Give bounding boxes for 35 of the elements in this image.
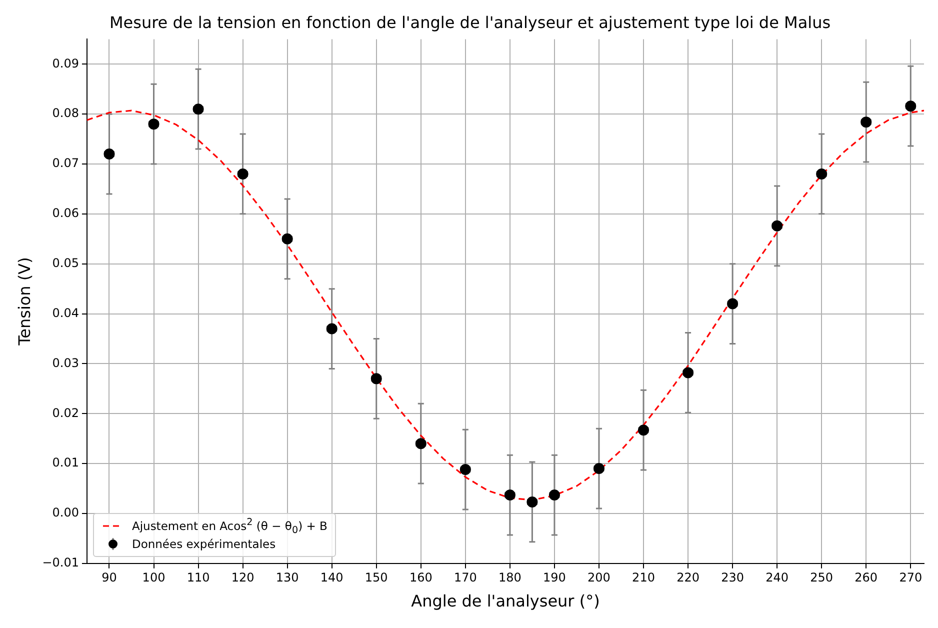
y-tick-label: 0.01 bbox=[52, 456, 79, 470]
x-tick-label: 150 bbox=[364, 570, 388, 585]
x-tick-label: 220 bbox=[676, 570, 700, 585]
x-tick-label: 200 bbox=[588, 570, 610, 585]
x-tick-label: 90 bbox=[102, 570, 117, 585]
x-tick-label: 210 bbox=[632, 570, 655, 585]
x-tick-label: 140 bbox=[320, 570, 344, 585]
y-tick-label: 0.09 bbox=[52, 56, 79, 70]
y-tick-label: 0.00 bbox=[52, 506, 79, 520]
y-axis-title: Tension (V) bbox=[14, 257, 34, 346]
x-tick-label: 260 bbox=[854, 570, 878, 585]
x-tick-label: 130 bbox=[276, 570, 299, 585]
x-tick-label: 270 bbox=[899, 570, 922, 585]
legend-label: Données expérimentales bbox=[132, 537, 276, 552]
y-tick-label: 0.08 bbox=[52, 106, 79, 120]
x-tick-label: 250 bbox=[810, 570, 834, 585]
chart-title: Mesure de la tension en fonction de l'angle de l'analyseur et ajustement type loi de Malus bbox=[109, 12, 831, 32]
legend-label: Ajustement en Acos$^{2}$ (θ − θ$_{0}$) + B bbox=[132, 516, 328, 536]
y-tick-label: 0.03 bbox=[52, 356, 79, 370]
x-tick-label: 160 bbox=[409, 570, 432, 585]
x-tick-label: 190 bbox=[543, 570, 566, 585]
x-axis-title: Angle de l'analyseur (°) bbox=[411, 592, 600, 611]
x-tick-label: 240 bbox=[766, 570, 789, 585]
x-tick-label: 170 bbox=[454, 570, 477, 585]
y-tick-label: 0.05 bbox=[52, 256, 79, 270]
y-tick-label: −0.01 bbox=[42, 556, 79, 570]
x-tick-label: 230 bbox=[721, 570, 744, 585]
x-tick-label: 100 bbox=[142, 570, 166, 585]
x-tick-label: 120 bbox=[231, 570, 254, 585]
y-tick-label: 0.02 bbox=[52, 406, 79, 420]
y-tick-label: 0.06 bbox=[52, 206, 79, 220]
y-tick-label: 0.07 bbox=[52, 156, 79, 170]
x-tick-label: 110 bbox=[186, 570, 210, 585]
y-tick-label: 0.04 bbox=[52, 306, 79, 320]
x-tick-label: 180 bbox=[498, 570, 522, 585]
